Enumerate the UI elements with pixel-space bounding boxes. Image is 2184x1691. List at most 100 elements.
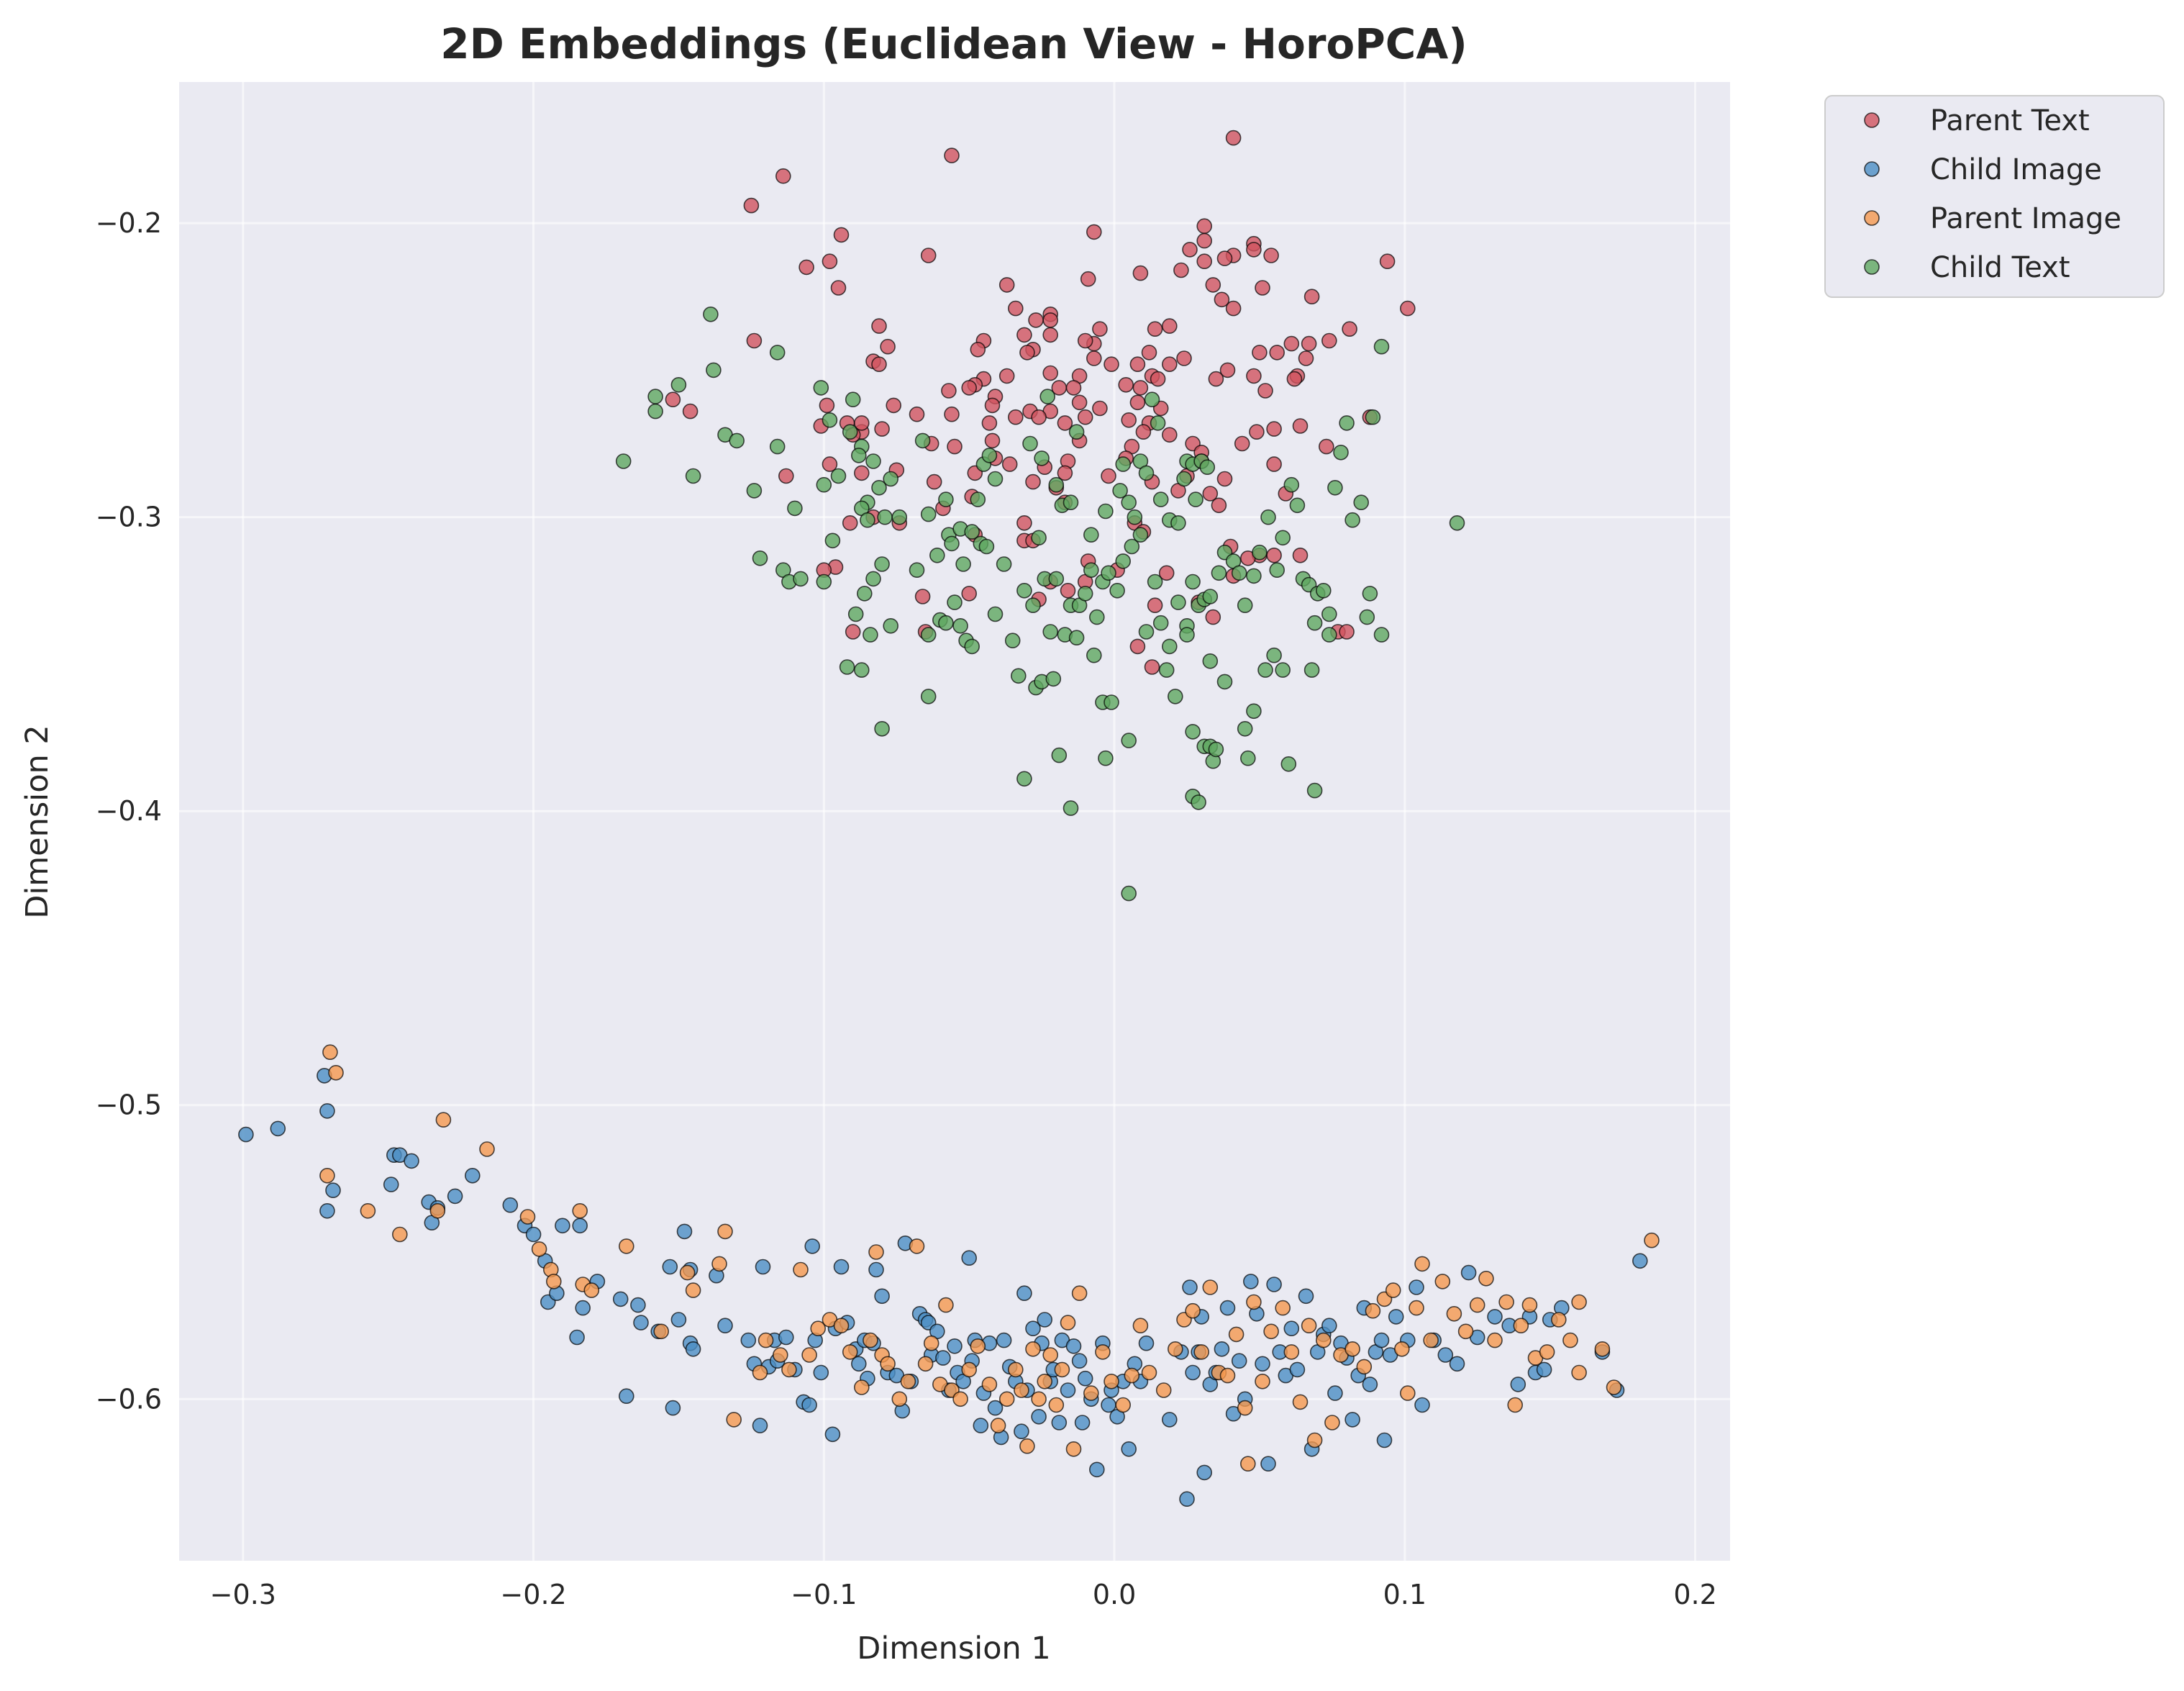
data-point <box>798 259 814 276</box>
data-point <box>325 1182 341 1198</box>
data-point <box>1112 483 1128 499</box>
data-point <box>1539 1344 1555 1360</box>
data-point <box>998 277 1015 293</box>
data-point <box>1362 1377 1378 1392</box>
data-point <box>1042 624 1058 640</box>
data-point <box>1606 1379 1622 1395</box>
data-point <box>1319 438 1334 455</box>
legend-items: Parent Text Child Image Parent Image Child … <box>1864 104 2121 284</box>
data-point <box>464 1168 481 1184</box>
data-point <box>1521 1297 1538 1313</box>
data-point <box>630 1297 646 1313</box>
data-point <box>757 1332 774 1348</box>
data-point <box>801 1347 817 1363</box>
data-point <box>1168 689 1183 704</box>
data-point <box>929 547 945 563</box>
y-tick-label: −0.6 <box>96 1383 162 1415</box>
data-point <box>1289 1361 1306 1378</box>
data-point <box>1211 565 1227 581</box>
data-point <box>1060 582 1076 599</box>
data-point <box>854 415 870 431</box>
data-point <box>833 1318 850 1333</box>
data-point <box>1077 332 1093 349</box>
data-point <box>938 615 954 631</box>
data-point <box>1016 514 1032 531</box>
data-point <box>1101 468 1116 484</box>
data-point <box>1266 421 1282 437</box>
data-point <box>1269 345 1285 361</box>
legend-marker <box>1864 210 1880 226</box>
data-point <box>429 1203 446 1219</box>
data-point <box>778 1329 794 1346</box>
data-point <box>1028 312 1044 328</box>
data-point <box>842 514 858 531</box>
data-point <box>1168 1341 1183 1357</box>
data-point <box>752 550 768 566</box>
data-point <box>938 1297 954 1313</box>
data-point <box>746 483 763 499</box>
data-point <box>819 397 835 414</box>
data-point <box>883 471 898 487</box>
data-point <box>1071 394 1088 411</box>
data-point <box>917 1356 934 1372</box>
data-point <box>955 556 971 572</box>
data-point <box>1080 271 1096 287</box>
data-point <box>964 638 980 655</box>
data-point <box>1141 1364 1157 1381</box>
data-point <box>1016 771 1032 787</box>
data-point <box>961 1250 977 1266</box>
data-point <box>1132 1318 1149 1333</box>
data-point <box>1252 544 1268 561</box>
data-point <box>1469 1297 1485 1313</box>
data-point <box>1216 674 1233 690</box>
data-point <box>703 306 719 322</box>
data-point <box>1083 527 1099 543</box>
data-point <box>984 432 1001 449</box>
data-point <box>1104 694 1119 710</box>
data-point <box>1086 647 1102 663</box>
data-point <box>1068 424 1085 440</box>
data-point <box>1211 497 1227 514</box>
data-point <box>1193 1344 1209 1360</box>
data-point <box>569 1329 585 1346</box>
data-point <box>1104 356 1119 373</box>
data-point <box>824 532 841 549</box>
data-point <box>612 1291 629 1307</box>
data-point <box>1388 1309 1404 1325</box>
data-point <box>360 1203 376 1219</box>
data-point <box>1280 756 1297 772</box>
data-point <box>1306 1432 1323 1449</box>
data-point <box>1214 1341 1230 1357</box>
data-point <box>670 376 687 393</box>
data-point <box>1104 1374 1119 1389</box>
data-point <box>328 1065 344 1081</box>
data-point <box>880 1356 896 1372</box>
data-point <box>1266 1277 1282 1292</box>
data-point <box>1129 638 1146 655</box>
data-point <box>1162 638 1178 655</box>
data-point <box>1260 1456 1276 1472</box>
data-point <box>947 1338 963 1354</box>
data-point <box>857 586 873 602</box>
data-point <box>1202 589 1219 604</box>
data-point <box>319 1203 335 1219</box>
data-point <box>1252 345 1268 361</box>
data-point <box>717 1223 733 1240</box>
data-point <box>920 627 937 643</box>
data-point <box>1019 1438 1035 1454</box>
data-point <box>1240 1456 1256 1472</box>
data-point <box>978 538 995 555</box>
data-point <box>1092 400 1108 417</box>
data-point <box>1185 1302 1201 1319</box>
data-point <box>874 556 890 572</box>
data-point <box>1275 1300 1291 1316</box>
data-point <box>1562 1332 1578 1348</box>
data-point <box>845 391 861 408</box>
data-point <box>391 1226 408 1243</box>
data-point <box>531 1241 547 1257</box>
data-point <box>1237 1400 1253 1416</box>
data-point <box>1121 733 1137 748</box>
data-point <box>987 606 1004 622</box>
data-point <box>1316 1332 1332 1348</box>
